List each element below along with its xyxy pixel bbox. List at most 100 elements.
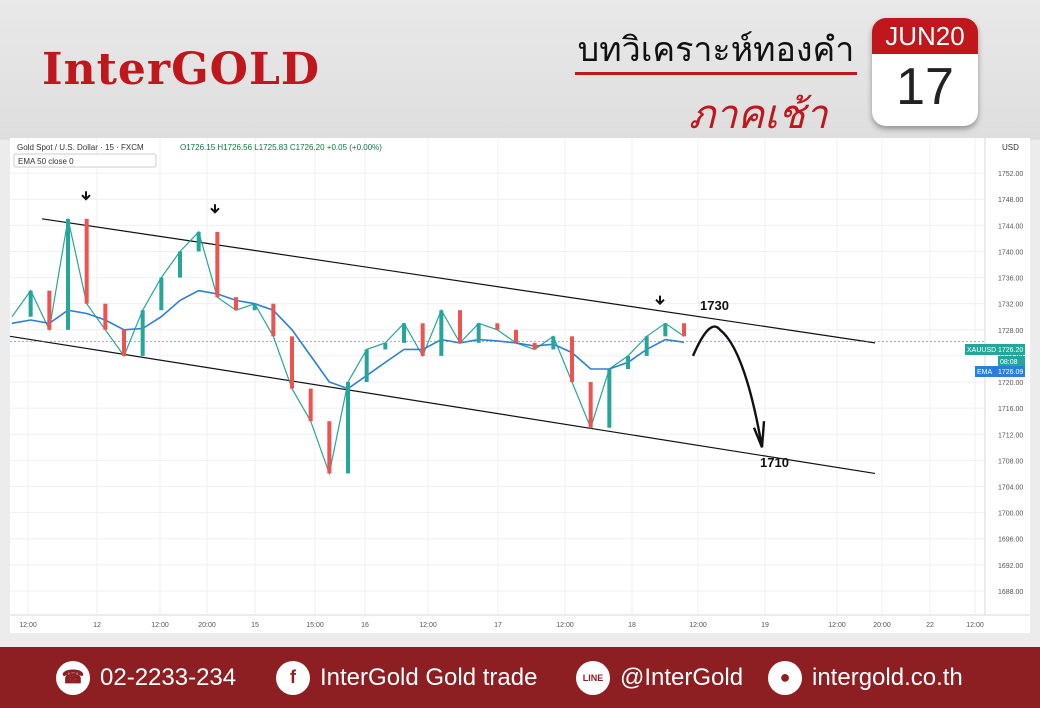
price-candle bbox=[439, 310, 444, 356]
x-tick-label: 19 bbox=[761, 622, 769, 629]
countdown-tag bbox=[998, 356, 1025, 366]
price-candle bbox=[84, 218, 89, 304]
price-candle bbox=[383, 342, 388, 350]
x-tick-label: 12:00 bbox=[966, 622, 984, 629]
price-candle bbox=[159, 277, 164, 311]
price-candle bbox=[215, 231, 220, 298]
price-candle bbox=[252, 303, 257, 311]
top-arrow-icon bbox=[81, 191, 91, 201]
y-tick-label: 1740.00 bbox=[998, 249, 1023, 256]
price-candle bbox=[607, 368, 612, 428]
price-candle bbox=[458, 310, 462, 343]
forecast-arrowhead bbox=[752, 421, 766, 448]
price-candle bbox=[570, 336, 574, 383]
price-chart: Gold Spot / U.S. Dollar · 15 · FXCM O172… bbox=[9, 138, 1030, 629]
annotation-1730: 1730 bbox=[700, 298, 729, 313]
price-candle bbox=[402, 323, 406, 343]
footer-bar: ☎ 02-2233-234 f InterGold Gold trade LIN… bbox=[0, 647, 1040, 708]
price-candle bbox=[364, 349, 369, 383]
y-tick-label: 1692.00 bbox=[998, 563, 1023, 570]
trend-channel bbox=[9, 218, 876, 475]
facebook-icon: f bbox=[276, 660, 310, 695]
page-subtitle: ภาคเช้า bbox=[688, 92, 828, 138]
price-candle bbox=[290, 336, 294, 389]
last-price-tag bbox=[965, 344, 1025, 355]
chart-symbol-label: Gold Spot / U.S. Dollar · 15 · FXCM bbox=[17, 143, 144, 152]
price-candle bbox=[234, 297, 238, 311]
channel-upper-line bbox=[41, 218, 876, 344]
price-candle bbox=[47, 290, 52, 330]
y-tick-label: 1704.00 bbox=[998, 484, 1023, 491]
y-tick-label: 1712.00 bbox=[998, 432, 1023, 439]
x-tick-label: 18 bbox=[628, 622, 636, 629]
top-arrow-icon bbox=[655, 295, 665, 306]
footer-web[interactable]: ● intergold.co.th bbox=[768, 647, 963, 708]
price-candle bbox=[476, 323, 481, 343]
y-tick-label: 1744.00 bbox=[998, 223, 1023, 230]
price-candle bbox=[532, 342, 537, 350]
x-tick-label: 15 bbox=[251, 622, 259, 629]
phone-number: 02-2233-234 bbox=[100, 663, 237, 691]
price-candle bbox=[308, 388, 313, 422]
ema-tag-label: EMA bbox=[977, 369, 993, 376]
y-axis-unit: USD bbox=[1002, 143, 1019, 152]
price-candle bbox=[271, 303, 276, 337]
countdown-value: 08:08 bbox=[1000, 359, 1018, 366]
indicator-chip bbox=[13, 153, 157, 168]
x-tick-label: 20:00 bbox=[873, 622, 891, 629]
price-candle bbox=[682, 323, 686, 337]
x-axis-ticks: 12:00 12 12:00 20:00 15 15:00 16 12:00 17 12:00 18… bbox=[19, 622, 984, 629]
price-candle bbox=[420, 323, 425, 356]
y-tick-label: 1688.00 bbox=[998, 589, 1023, 596]
globe-icon: ● bbox=[768, 660, 802, 695]
price-candle bbox=[346, 382, 350, 474]
footer-line[interactable]: LINE @InterGold bbox=[576, 647, 743, 708]
top-arrow-icon bbox=[210, 204, 220, 214]
x-tick-label: 12:00 bbox=[19, 622, 37, 629]
line-id: @InterGold bbox=[620, 663, 744, 691]
x-tick-label: 22 bbox=[926, 622, 934, 629]
price-candle bbox=[663, 323, 668, 337]
price-series bbox=[10, 218, 985, 476]
y-tick-label: 1720.00 bbox=[998, 380, 1023, 387]
calendar-month: JUN20 bbox=[872, 18, 978, 54]
price-candle bbox=[588, 382, 593, 428]
channel-lower-line bbox=[9, 335, 876, 475]
x-tick-label: 12:00 bbox=[689, 622, 707, 629]
footer-phone[interactable]: ☎ 02-2233-234 bbox=[56, 647, 236, 708]
title-underline bbox=[575, 72, 857, 75]
chart-annotations: 1730 1710 bbox=[81, 191, 789, 470]
price-candle bbox=[495, 323, 500, 330]
calendar-day: 17 bbox=[896, 58, 954, 116]
annotation-1710: 1710 bbox=[760, 455, 789, 470]
facebook-name: InterGold Gold trade bbox=[320, 663, 538, 691]
chart-panel: Gold Spot / U.S. Dollar · 15 · FXCM O172… bbox=[9, 138, 1030, 633]
price-candle bbox=[28, 290, 33, 317]
page-title: บทวิเคราะห์ทองคำ bbox=[577, 30, 855, 70]
website: intergold.co.th bbox=[812, 663, 963, 691]
x-tick-label: 12:00 bbox=[828, 622, 846, 629]
forecast-curve bbox=[691, 325, 764, 448]
price-candle bbox=[514, 329, 518, 343]
intergold-logo: InterGOLD bbox=[42, 44, 321, 95]
footer-facebook[interactable]: f InterGold Gold trade bbox=[276, 647, 537, 708]
x-tick-label: 12:00 bbox=[419, 622, 437, 629]
y-tick-label: 1700.00 bbox=[998, 511, 1023, 518]
y-axis-ticks: 1688.00 1692.00 1696.00 1700.00 1704.00 1708.… bbox=[998, 171, 1023, 596]
chart-ohlc-label: O1726.15 H1726.56 L1725.83 C1726.20 +0.0… bbox=[180, 143, 382, 152]
x-tick-label: 15:00 bbox=[306, 622, 324, 629]
y-tick-label: 1748.00 bbox=[998, 197, 1023, 204]
price-candle bbox=[626, 355, 630, 369]
x-tick-label: 12 bbox=[93, 622, 101, 629]
price-candle bbox=[196, 231, 201, 252]
price-candle bbox=[103, 303, 108, 330]
x-tick-label: 16 bbox=[361, 622, 369, 629]
price-candle bbox=[551, 336, 556, 350]
last-price-symbol: XAUUSD bbox=[967, 347, 996, 354]
price-candle bbox=[644, 336, 649, 356]
phone-icon: ☎ bbox=[56, 660, 90, 695]
price-candle bbox=[140, 310, 145, 356]
line-icon: LINE bbox=[576, 660, 610, 695]
last-price-value: 1726.20 bbox=[998, 347, 1023, 354]
y-tick-label: 1696.00 bbox=[998, 537, 1023, 544]
